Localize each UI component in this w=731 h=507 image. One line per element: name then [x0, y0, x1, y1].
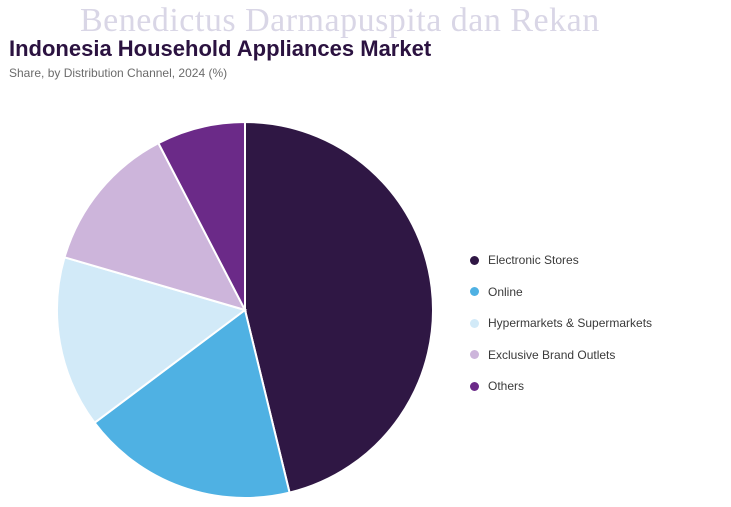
legend-swatch — [470, 287, 479, 296]
legend-swatch — [470, 318, 479, 328]
pie-slice-exclusive-brand-outlets — [63, 141, 247, 312]
legend-item: Others — [470, 378, 652, 394]
pie-slice-online — [93, 308, 291, 499]
pie-slice-hypermarkets-supermarkets — [55, 256, 248, 425]
chart-title: Indonesia Household Appliances Market — [9, 36, 432, 61]
legend-swatch — [470, 350, 479, 359]
legend-item: Hypermarkets & Supermarkets — [470, 315, 652, 331]
legend-swatch — [470, 255, 479, 265]
legend-item: Exclusive Brand Outlets — [470, 347, 652, 363]
legend-swatch — [470, 381, 479, 391]
legend-item: Online — [470, 284, 652, 300]
legend-item: Electronic Stores — [470, 252, 652, 268]
chart-subtitle: Share, by Distribution Channel, 2024 (%) — [9, 66, 228, 80]
legend-label: Exclusive Brand Outlets — [488, 347, 616, 362]
watermark: Benedictus Darmapuspita dan Rekan — [80, 2, 600, 39]
legend-label: Hypermarkets & Supermarkets — [488, 316, 653, 330]
legend-label: Online — [488, 284, 523, 299]
pie-slice-electronic-stores — [244, 120, 434, 494]
legend-label: Electronic Stores — [488, 253, 579, 267]
legend-label: Others — [488, 379, 525, 393]
pie-slice-others — [157, 120, 246, 311]
chart-legend: Electronic Stores Online Hypermarkets & Su… — [470, 252, 652, 410]
pie-slices — [55, 120, 434, 499]
